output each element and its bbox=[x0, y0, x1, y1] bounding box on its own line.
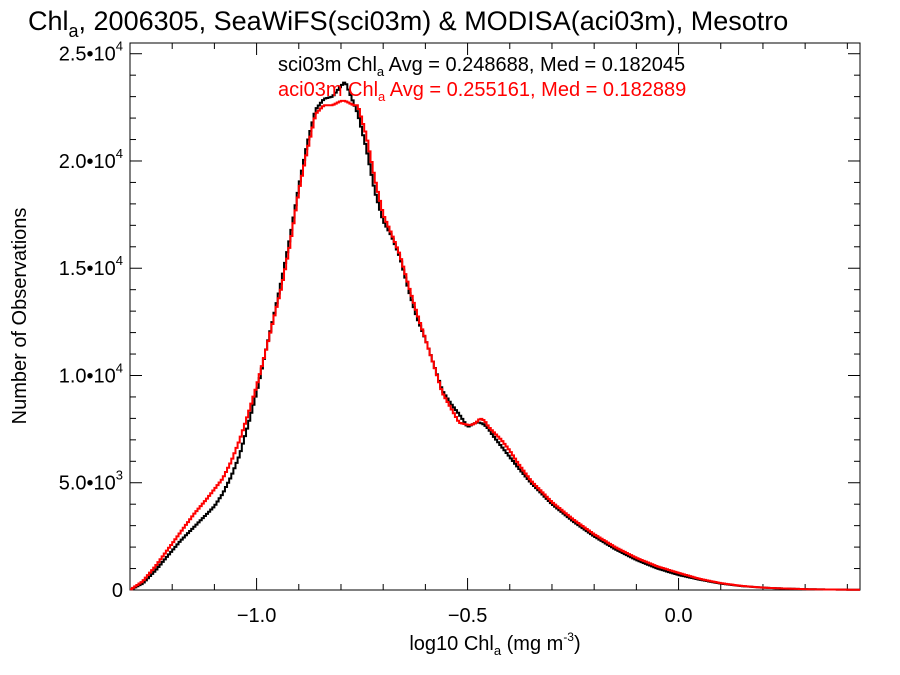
series-line-sci03m bbox=[130, 81, 860, 591]
x-tick-label: 0.0 bbox=[665, 605, 693, 627]
y-tick-label: 1.5•104 bbox=[59, 253, 123, 280]
x-tick-label: −0.5 bbox=[448, 605, 487, 627]
y-tick-label: 0 bbox=[112, 580, 123, 602]
plot-frame bbox=[129, 42, 861, 591]
y-axis-label: Number of Observations bbox=[9, 208, 31, 425]
y-tick-label: 2.5•104 bbox=[59, 39, 123, 66]
x-tick-label: −1.0 bbox=[237, 605, 276, 627]
legend-entry-aci03m: aci03m Chla Avg = 0.255161, Med = 0.1828… bbox=[278, 79, 686, 104]
y-tick-label: 5.0•103 bbox=[59, 468, 123, 495]
axis-ticks: −1.0 −0.5 0.0 0 5.0•103 1.0•104 1.5•104 2.0•104… bbox=[59, 39, 860, 627]
legend-entry-sci03m: sci03m Chla Avg = 0.248688, Med = 0.1820… bbox=[278, 54, 685, 79]
chart-title: Chla, 2006305, SeaWiFS(sci03m) & MODISA(… bbox=[28, 6, 788, 41]
y-tick-label: 1.0•104 bbox=[59, 360, 123, 387]
data-series bbox=[130, 81, 860, 591]
series-line-aci03m bbox=[130, 99, 860, 591]
y-tick-label: 2.0•104 bbox=[59, 146, 123, 173]
x-axis-label: log10 Chla (mg m-3) bbox=[409, 630, 580, 658]
